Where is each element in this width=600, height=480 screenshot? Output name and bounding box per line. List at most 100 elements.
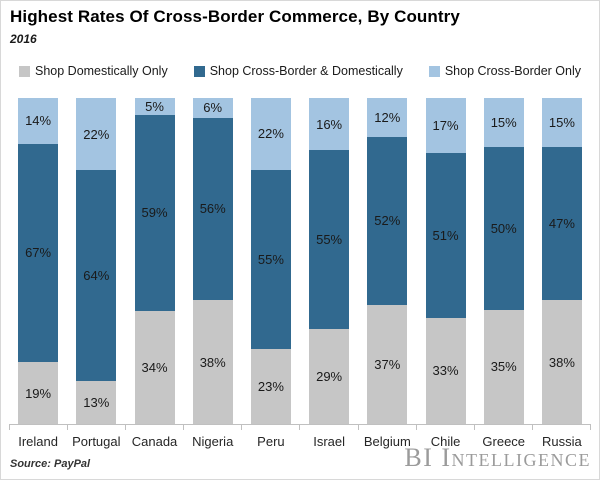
- bar-value-label: 12%: [374, 109, 401, 125]
- bar-segment: 13%: [76, 381, 117, 424]
- legend-label: Shop Cross-Border & Domestically: [209, 64, 403, 78]
- bar-value-label: 56%: [199, 201, 226, 217]
- bar-segment: 47%: [541, 146, 582, 301]
- bar-value-label: 29%: [316, 369, 343, 385]
- bar-segment: 15%: [483, 98, 524, 147]
- chart-subtitle: 2016: [10, 32, 37, 46]
- bar-slot: 38% 47% 15%: [533, 98, 591, 424]
- legend-label: Shop Domestically Only: [35, 64, 168, 78]
- legend-swatch: [428, 65, 440, 77]
- bar-segment: 52%: [367, 136, 408, 305]
- bar-value-label: 15%: [548, 114, 575, 130]
- bar-segment: 34%: [134, 310, 175, 424]
- bar-segment: 38%: [541, 300, 582, 424]
- bar-slot: 29% 55% 16%: [300, 98, 358, 424]
- bar-slot: 38% 56% 6%: [184, 98, 242, 424]
- bar-slot: 33% 51% 17%: [416, 98, 474, 424]
- bar-value-label: 35%: [490, 359, 517, 375]
- category-label: Nigeria: [192, 434, 234, 449]
- axis-tick: [531, 425, 591, 430]
- category-label: Greece: [482, 434, 526, 449]
- legend-item: Shop Cross-Border Only: [428, 64, 581, 78]
- category-label: Belgium: [363, 434, 411, 449]
- bar-segment: 59%: [134, 114, 175, 311]
- brand-logo: BI Intelligence: [404, 443, 591, 472]
- bar-segment: 50%: [483, 146, 524, 310]
- axis-tick: [67, 425, 125, 430]
- legend-swatch: [193, 65, 205, 77]
- bar-segment: 6%: [192, 98, 233, 118]
- category-label: Russia: [542, 434, 582, 449]
- axis-tick: [9, 425, 67, 430]
- bar-value-label: 50%: [490, 220, 517, 236]
- bar-value-label: 14%: [25, 113, 52, 129]
- bar-value-label: 6%: [203, 100, 223, 116]
- axis-tick: [183, 425, 241, 430]
- bar-value-label: 64%: [83, 268, 110, 284]
- bar-value-label: 33%: [432, 363, 459, 379]
- category-label: Portugal: [72, 434, 121, 449]
- bar-segment: 5%: [134, 98, 175, 115]
- axis-tick: [473, 425, 532, 430]
- legend: Shop Domestically Only Shop Cross-Border …: [1, 64, 599, 78]
- bar-slot: 34% 59% 5%: [125, 98, 183, 424]
- bar-value-label: 55%: [316, 232, 343, 248]
- chart-title: Highest Rates Of Cross-Border Commerce, …: [10, 7, 460, 26]
- bar-segment: 14%: [18, 98, 59, 144]
- bar-value-label: 55%: [257, 251, 284, 267]
- bar-value-label: 22%: [83, 126, 110, 142]
- legend-item: Shop Domestically Only: [19, 64, 168, 78]
- category-label: Israel: [313, 434, 346, 449]
- x-axis-labels: Ireland Portugal Canada Nigeria Peru Israel Be…: [9, 434, 591, 449]
- bar-value-label: 13%: [83, 395, 110, 411]
- source-note: Source: PayPal: [10, 458, 91, 470]
- stacked-bar-nigeria: 38% 56% 6%: [192, 98, 233, 424]
- stacked-bar-greece: 35% 50% 15%: [483, 98, 524, 424]
- bar-segment: 15%: [541, 98, 582, 147]
- legend-item: Shop Cross-Border & Domestically: [193, 64, 403, 78]
- bar-segment: 37%: [367, 304, 408, 424]
- legend-label: Shop Cross-Border Only: [444, 64, 581, 78]
- bar-slot: 37% 52% 12%: [358, 98, 416, 424]
- axis-tick: [415, 425, 474, 430]
- stacked-bar-ireland: 19% 67% 14%: [18, 98, 59, 424]
- stacked-bar-israel: 29% 55% 16%: [309, 98, 350, 424]
- bar-value-label: 16%: [316, 116, 343, 132]
- axis-tick: [357, 425, 416, 430]
- stacked-bar-canada: 34% 59% 5%: [134, 98, 175, 424]
- bar-segment: 51%: [425, 152, 466, 318]
- bar-segment: 19%: [18, 362, 59, 424]
- bar-slot: 35% 50% 15%: [475, 98, 533, 424]
- axis-tick: [299, 425, 357, 430]
- stacked-bar-chile: 33% 51% 17%: [425, 98, 466, 424]
- bar-value-label: 17%: [432, 117, 459, 133]
- bar-segment: 35%: [483, 309, 524, 424]
- bar-value-label: 38%: [199, 354, 226, 370]
- bar-segment: 12%: [367, 98, 408, 137]
- bar-value-label: 67%: [25, 245, 52, 261]
- bar-value-label: 37%: [374, 356, 401, 372]
- bar-segment: 16%: [309, 98, 350, 151]
- bar-segment: 56%: [192, 117, 233, 301]
- bar-value-label: 5%: [145, 98, 164, 114]
- category-label: Peru: [257, 434, 285, 449]
- bar-segment: 17%: [425, 98, 466, 153]
- category-label: Ireland: [18, 434, 58, 449]
- stacked-bar-portugal: 13% 64% 22%: [76, 98, 117, 424]
- bar-segment: 23%: [250, 349, 291, 424]
- bar-value-label: 23%: [257, 379, 284, 395]
- bar-segment: 33%: [425, 317, 466, 424]
- bar-segment: 22%: [76, 98, 117, 171]
- bar-slot: 23% 55% 22%: [242, 98, 300, 424]
- bar-segment: 29%: [309, 329, 350, 424]
- bar-value-label: 22%: [257, 126, 284, 142]
- bar-value-label: 51%: [432, 227, 459, 243]
- bar-value-label: 15%: [490, 114, 517, 130]
- axis-tick: [125, 425, 183, 430]
- stacked-bar-russia: 38% 47% 15%: [541, 98, 582, 424]
- x-axis: [9, 424, 591, 430]
- plot-area: 19% 67% 14% 13% 64% 22% 34% 59% 5% 38% 56% 6% 23% 55%…: [9, 98, 591, 424]
- bar-segment: 55%: [250, 169, 291, 350]
- bar-segment: 64%: [76, 170, 117, 382]
